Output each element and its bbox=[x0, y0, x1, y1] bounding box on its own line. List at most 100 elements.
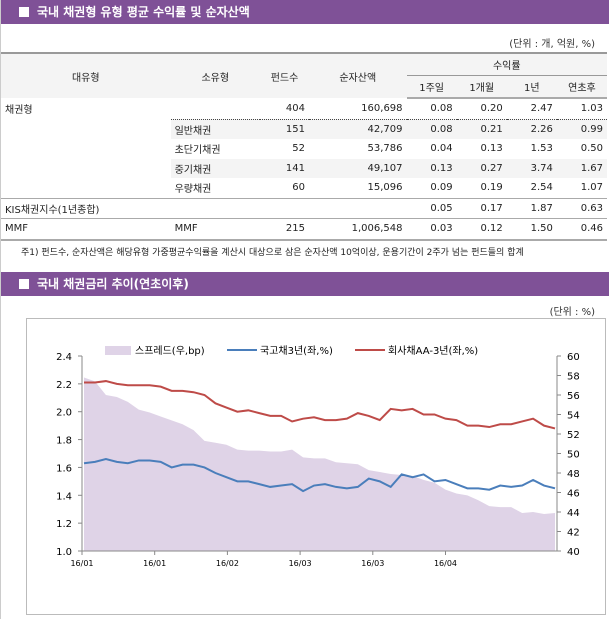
cell-major bbox=[1, 139, 171, 159]
col-assets: 순자산액 bbox=[309, 52, 407, 98]
cell-assets: 160,698 bbox=[361, 102, 403, 114]
right-tick-label: 42 bbox=[567, 528, 580, 539]
cell-return: 1.53 bbox=[530, 143, 553, 155]
table-row: 채권형 404 160,698 0.08 0.20 2.47 1.03 bbox=[1, 98, 607, 119]
cell-major bbox=[1, 178, 171, 198]
cell-funds: 52 bbox=[292, 143, 305, 155]
cell-minor: 중기채권 bbox=[170, 158, 260, 178]
cell-return: 0.12 bbox=[456, 218, 507, 241]
cell-major: MMF bbox=[1, 218, 171, 241]
right-tick-label: 54 bbox=[567, 411, 580, 422]
cell-return: 1.03 bbox=[580, 103, 603, 115]
x-tick-label: 16/01 bbox=[143, 559, 166, 568]
square-icon bbox=[19, 7, 29, 17]
table-row: 우량채권 60 15,096 0.09 0.19 2.54 1.07 bbox=[1, 178, 607, 198]
cell-return: 2.26 bbox=[506, 118, 557, 139]
table-row: 초단기채권 52 53,786 0.04 0.13 1.53 0.50 bbox=[1, 139, 607, 159]
col-1m: 1개월 bbox=[456, 75, 507, 99]
cell-minor bbox=[171, 98, 260, 119]
cell-assets: 53,786 bbox=[367, 143, 403, 155]
section-title: 국내 채권형 유형 평균 수익률 및 순자산액 bbox=[37, 5, 250, 19]
cell-return: 0.03 bbox=[406, 218, 457, 241]
cell-return: 0.19 bbox=[480, 182, 503, 194]
section-title: 국내 채권금리 추이(연초이후) bbox=[37, 277, 189, 291]
chart-svg: 1.0 1.2 1.4 1.6 1.8 2.0 2.2 2.4 40 42 44 46 48 50 52 54… bbox=[56, 345, 580, 568]
right-tick-label: 40 bbox=[567, 547, 580, 558]
col-funds: 펀드수 bbox=[259, 52, 309, 98]
rates-chart: 1.0 1.2 1.4 1.6 1.8 2.0 2.2 2.4 40 42 44 46 48 50 52 54… bbox=[26, 318, 606, 615]
col-minor: 소유형 bbox=[170, 52, 260, 98]
cell-return: 0.13 bbox=[480, 143, 503, 155]
cell-return: 0.63 bbox=[556, 197, 607, 219]
cell-major: 채권형 bbox=[5, 105, 33, 116]
legend-gov: 국고채3년(좌,%) bbox=[260, 345, 333, 357]
cell-funds: 151 bbox=[259, 118, 309, 139]
x-tick-label: 16/04 bbox=[434, 559, 457, 568]
col-1w: 1주일 bbox=[406, 75, 457, 99]
cell-major bbox=[1, 159, 171, 179]
cell-minor: 초단기채권 bbox=[174, 145, 221, 157]
right-tick-label: 48 bbox=[567, 469, 580, 480]
left-tick-label: 1.8 bbox=[56, 436, 72, 447]
cell-return: 0.13 bbox=[406, 158, 457, 178]
col-major: 대유형 bbox=[1, 52, 171, 98]
col-returns: 수익률 bbox=[406, 52, 607, 76]
cell-assets bbox=[309, 197, 407, 219]
right-tick-label: 46 bbox=[567, 489, 580, 500]
left-tick-label: 1.4 bbox=[56, 491, 72, 502]
cell-return: 0.09 bbox=[430, 182, 453, 194]
cell-return: 0.04 bbox=[430, 143, 453, 155]
left-tick-label: 2.4 bbox=[56, 352, 72, 363]
right-tick-label: 44 bbox=[567, 508, 580, 519]
cell-return: 2.47 bbox=[530, 103, 553, 115]
cell-funds: 141 bbox=[259, 158, 309, 178]
cell-return: 0.21 bbox=[456, 118, 507, 139]
table-row: MMF MMF 215 1,006,548 0.03 0.12 1.50 0.46 bbox=[1, 218, 607, 241]
x-tick-label: 16/03 bbox=[289, 559, 312, 568]
cell-return: 0.08 bbox=[406, 118, 457, 139]
cell-return: 2.54 bbox=[530, 182, 553, 194]
right-tick-label: 56 bbox=[567, 391, 580, 402]
square-icon bbox=[19, 279, 29, 289]
table-row: KIS채권지수(1년종합) 0.05 0.17 1.87 0.63 bbox=[1, 197, 607, 219]
unit-label: (단위 : 개, 억원, %) bbox=[509, 39, 595, 50]
cell-minor: MMF bbox=[170, 218, 260, 241]
col-ytd: 연초후 bbox=[556, 75, 607, 99]
cell-minor: 우량채권 bbox=[174, 184, 212, 196]
legend-spread: 스프레드(우,bp) bbox=[135, 345, 205, 357]
cell-return: 0.99 bbox=[556, 118, 607, 139]
cell-funds: 215 bbox=[259, 218, 309, 241]
right-tick-label: 52 bbox=[567, 430, 580, 441]
cell-minor: 일반채권 bbox=[170, 118, 260, 139]
cell-return: 1.07 bbox=[580, 182, 603, 194]
section-header-rates: 국내 채권금리 추이(연초이후) bbox=[1, 272, 609, 296]
cell-major bbox=[1, 119, 171, 139]
cell-minor bbox=[170, 197, 260, 219]
cell-assets: 49,107 bbox=[309, 158, 407, 178]
left-tick-label: 1.0 bbox=[56, 547, 72, 558]
left-tick-label: 1.6 bbox=[56, 463, 72, 474]
cell-major: KIS채권지수(1년종합) bbox=[1, 197, 171, 219]
cell-assets: 15,096 bbox=[367, 182, 403, 194]
footnote: 주1) 펀드수, 순자산액은 해당유형 가중평균수익률을 계산시 대상으로 삼은… bbox=[21, 248, 524, 258]
cell-return: 1.67 bbox=[556, 158, 607, 178]
cell-return: 3.74 bbox=[506, 158, 557, 178]
cell-return: 0.46 bbox=[556, 218, 607, 241]
col-1y: 1년 bbox=[506, 75, 557, 99]
right-tick-label: 50 bbox=[567, 450, 580, 461]
legend-spread-swatch bbox=[105, 346, 131, 355]
cell-funds bbox=[259, 197, 309, 219]
cell-return: 0.08 bbox=[430, 103, 453, 115]
table-row: 일반채권 151 42,709 0.08 0.21 2.26 0.99 bbox=[1, 118, 607, 139]
cell-assets: 1,006,548 bbox=[309, 218, 407, 241]
right-tick-label: 60 bbox=[567, 352, 580, 363]
cell-return: 0.27 bbox=[456, 158, 507, 178]
left-tick-label: 1.2 bbox=[56, 519, 72, 530]
x-tick-label: 16/03 bbox=[361, 559, 384, 568]
gov-3y-line bbox=[83, 458, 556, 493]
cell-return: 0.50 bbox=[580, 143, 603, 155]
cell-funds: 60 bbox=[292, 182, 305, 194]
cell-funds: 404 bbox=[285, 102, 305, 114]
section-header-returns: 국내 채권형 유형 평균 수익률 및 순자산액 bbox=[1, 0, 609, 24]
unit-label: (단위 : %) bbox=[549, 307, 595, 318]
